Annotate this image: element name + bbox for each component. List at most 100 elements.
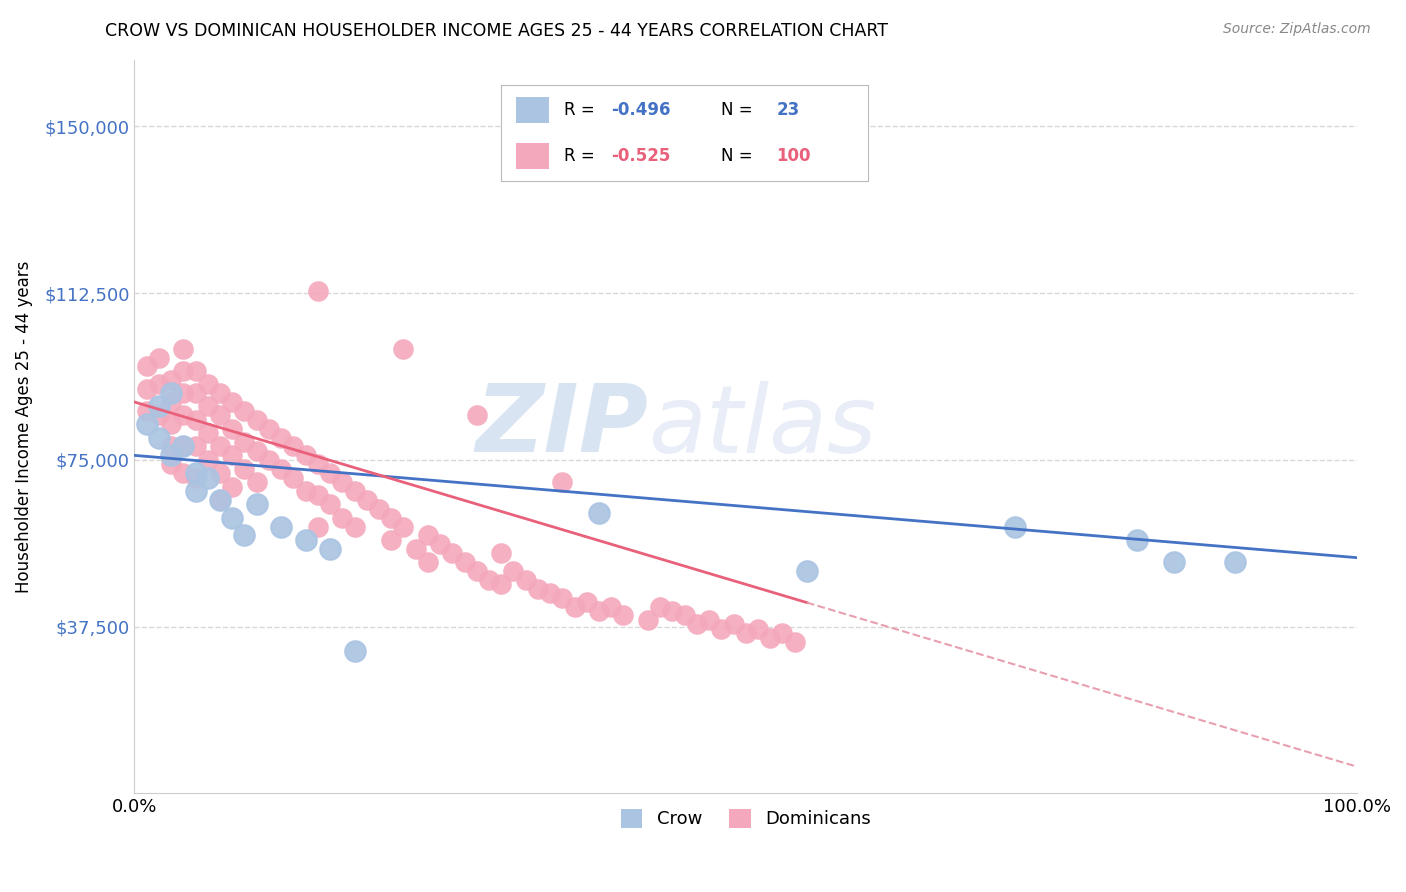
- Point: [453, 555, 475, 569]
- Point: [319, 541, 342, 556]
- Point: [502, 564, 524, 578]
- Point: [465, 409, 488, 423]
- Point: [221, 510, 243, 524]
- Point: [233, 435, 256, 450]
- Point: [734, 626, 756, 640]
- Point: [135, 417, 157, 432]
- Point: [612, 608, 634, 623]
- Point: [538, 586, 561, 600]
- Point: [184, 386, 207, 401]
- Point: [221, 422, 243, 436]
- Text: Source: ZipAtlas.com: Source: ZipAtlas.com: [1223, 22, 1371, 37]
- Point: [697, 613, 720, 627]
- Point: [294, 533, 316, 547]
- Point: [257, 422, 280, 436]
- Point: [588, 506, 610, 520]
- Point: [160, 417, 183, 432]
- Legend: Crow, Dominicans: Crow, Dominicans: [613, 802, 879, 836]
- Point: [515, 573, 537, 587]
- Point: [160, 449, 183, 463]
- Point: [148, 400, 170, 414]
- Point: [160, 440, 183, 454]
- Point: [429, 537, 451, 551]
- Point: [527, 582, 550, 596]
- Point: [209, 409, 232, 423]
- Point: [221, 479, 243, 493]
- Point: [343, 519, 366, 533]
- Point: [343, 483, 366, 498]
- Point: [270, 431, 292, 445]
- Point: [307, 457, 329, 471]
- Point: [356, 492, 378, 507]
- Point: [392, 342, 415, 356]
- Point: [392, 519, 415, 533]
- Point: [405, 541, 427, 556]
- Point: [172, 466, 194, 480]
- Point: [551, 475, 574, 489]
- Text: ZIP: ZIP: [475, 381, 648, 473]
- Point: [307, 519, 329, 533]
- Point: [416, 528, 439, 542]
- Text: CROW VS DOMINICAN HOUSEHOLDER INCOME AGES 25 - 44 YEARS CORRELATION CHART: CROW VS DOMINICAN HOUSEHOLDER INCOME AGE…: [105, 22, 889, 40]
- Point: [489, 546, 512, 560]
- Point: [148, 377, 170, 392]
- Point: [441, 546, 464, 560]
- Point: [148, 409, 170, 423]
- Point: [723, 617, 745, 632]
- Point: [489, 577, 512, 591]
- Point: [172, 364, 194, 378]
- Point: [319, 497, 342, 511]
- Point: [148, 431, 170, 445]
- Point: [209, 492, 232, 507]
- Point: [221, 395, 243, 409]
- Point: [478, 573, 501, 587]
- Y-axis label: Householder Income Ages 25 - 44 years: Householder Income Ages 25 - 44 years: [15, 260, 32, 592]
- Point: [686, 617, 709, 632]
- Point: [380, 510, 402, 524]
- Point: [160, 395, 183, 409]
- Point: [747, 622, 769, 636]
- Point: [172, 440, 194, 454]
- Point: [135, 404, 157, 418]
- Point: [172, 440, 194, 454]
- Point: [184, 466, 207, 480]
- Point: [307, 284, 329, 298]
- Point: [209, 492, 232, 507]
- Point: [184, 483, 207, 498]
- Point: [343, 644, 366, 658]
- Point: [172, 409, 194, 423]
- Point: [588, 604, 610, 618]
- Point: [710, 622, 733, 636]
- Point: [160, 457, 183, 471]
- Point: [564, 599, 586, 614]
- Point: [294, 449, 316, 463]
- Point: [197, 377, 219, 392]
- Point: [465, 564, 488, 578]
- Text: atlas: atlas: [648, 381, 876, 472]
- Point: [283, 470, 305, 484]
- Point: [270, 461, 292, 475]
- Point: [759, 631, 782, 645]
- Point: [257, 453, 280, 467]
- Point: [319, 466, 342, 480]
- Point: [197, 426, 219, 441]
- Point: [1126, 533, 1149, 547]
- Point: [172, 342, 194, 356]
- Point: [184, 440, 207, 454]
- Point: [368, 501, 391, 516]
- Point: [184, 413, 207, 427]
- Point: [221, 449, 243, 463]
- Point: [233, 528, 256, 542]
- Point: [160, 386, 183, 401]
- Point: [330, 510, 353, 524]
- Point: [160, 373, 183, 387]
- Point: [330, 475, 353, 489]
- Point: [661, 604, 683, 618]
- Point: [783, 635, 806, 649]
- Point: [416, 555, 439, 569]
- Point: [551, 591, 574, 605]
- Point: [233, 461, 256, 475]
- Point: [650, 599, 672, 614]
- Point: [197, 470, 219, 484]
- Point: [209, 440, 232, 454]
